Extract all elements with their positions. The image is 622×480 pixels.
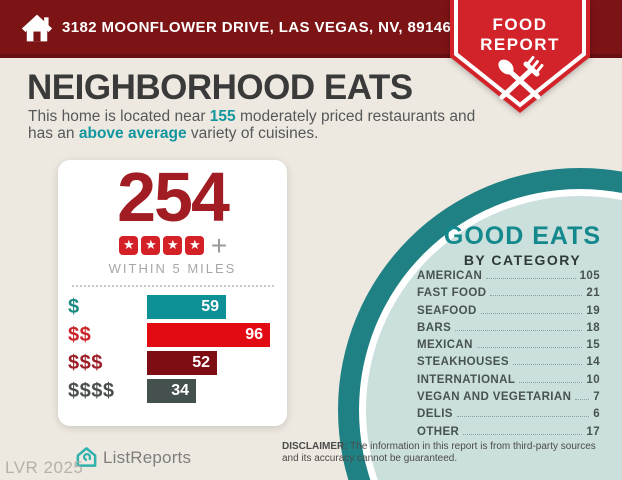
category-value: 7 <box>593 391 600 404</box>
home-icon <box>21 14 53 42</box>
price-bar: 34 <box>147 379 196 403</box>
listreports-logo: ListReports <box>74 445 191 470</box>
property-address: 3182 MOONFLOWER DRIVE, LAS VEGAS, NV, 89… <box>62 18 452 36</box>
ribbon-banner: FOOD REPORT <box>450 0 590 113</box>
category-name: STEAKHOUSES <box>417 356 509 369</box>
price-bar: 96 <box>147 323 270 347</box>
dotted-leader <box>476 347 583 349</box>
category-name: INTERNATIONAL <box>417 373 516 386</box>
category-list: AMERICAN 105 FAST FOOD 21 SEAFOOD 19 BARS 18 MEX… <box>417 270 600 443</box>
category-name: MEXICAN <box>417 339 473 352</box>
price-tier-label: $$ <box>68 323 92 346</box>
price-tier-label: $$$$ <box>68 379 115 402</box>
price-bar-row: $$$ 52 <box>68 351 277 375</box>
category-name: VEGAN AND VEGETARIAN <box>417 391 572 404</box>
plus-sign: + <box>210 229 228 261</box>
subtitle-line2: has an above average variety of cuisines… <box>28 124 319 142</box>
price-bar-row: $$$$ 34 <box>68 379 277 403</box>
stats-card: 254 ★ ★ ★ ★ + WITHIN 5 MILES $59 $$ 96 $$$ 52 $$$… <box>58 160 287 426</box>
dotted-divider <box>71 285 274 287</box>
ribbon-line2: REPORT <box>480 35 560 54</box>
disclaimer-label: DISCLAIMER: <box>282 441 348 452</box>
variety-accent: above average <box>78 124 187 142</box>
restaurant-count: 155 <box>209 108 236 125</box>
logo-text: ListReports <box>103 447 192 467</box>
category-value: 14 <box>586 356 600 369</box>
price-bars: $59 $$ 96 $$$ 52 $$$$ 34 <box>68 295 277 403</box>
fork-spoon-icon <box>498 56 544 100</box>
star-icon: ★ <box>185 235 205 255</box>
category-name: DELIS <box>417 408 453 421</box>
price-tier-label: $ <box>68 295 80 318</box>
watermark: LVR 2025 <box>5 458 84 477</box>
food-report-ribbon: FOOD REPORT <box>450 0 590 120</box>
category-value: 10 <box>586 373 600 386</box>
category-row: DELIS 6 <box>417 408 600 420</box>
category-row: STEAKHOUSES 14 <box>417 356 600 368</box>
dotted-leader <box>519 381 583 383</box>
total-restaurants: 254 <box>117 158 230 236</box>
good-eats-title: GOOD EATS <box>443 222 602 250</box>
category-name: AMERICAN <box>417 270 483 282</box>
price-bar-row: $59 <box>68 295 277 319</box>
category-name: SEAFOOD <box>417 304 477 317</box>
dotted-leader <box>463 433 583 435</box>
price-bar: 52 <box>147 351 217 375</box>
category-row: VEGAN AND VEGETARIAN 7 <box>417 391 600 403</box>
category-value: 21 <box>586 287 600 300</box>
category-name: BARS <box>417 321 452 334</box>
dotted-leader <box>480 312 583 314</box>
category-name: FAST FOOD <box>417 287 487 300</box>
category-value: 105 <box>579 270 600 282</box>
category-row: INTERNATIONAL 10 <box>417 374 600 386</box>
radius-label: WITHIN 5 MILES <box>108 261 237 276</box>
category-row: FAST FOOD 21 <box>417 287 600 299</box>
category-value: 18 <box>586 321 600 334</box>
category-row: SEAFOOD 19 <box>417 305 600 317</box>
dotted-leader <box>455 329 583 331</box>
disclaimer-text: The information in this report is from t… <box>282 441 596 464</box>
disclaimer: DISCLAIMER: The information in this repo… <box>282 441 609 464</box>
listreports-house-icon <box>76 447 97 467</box>
price-tier-label: $$$ <box>68 351 103 374</box>
category-value: 6 <box>593 408 600 421</box>
star-icon: ★ <box>119 235 139 255</box>
subtitle-line1: This home is located near 155 moderately… <box>28 108 476 125</box>
good-eats-subtitle: BY CATEGORY <box>463 252 582 268</box>
rating-stars: ★ ★ ★ ★ + <box>68 229 277 261</box>
category-row: BARS 18 <box>417 322 600 334</box>
category-value: 19 <box>586 304 600 317</box>
category-name: OTHER <box>417 425 460 438</box>
star-icon: ★ <box>163 235 183 255</box>
price-bar-row: $$ 96 <box>68 323 277 347</box>
dotted-leader <box>486 278 576 279</box>
category-value: 15 <box>586 339 600 352</box>
dotted-leader <box>575 399 590 401</box>
ribbon-line1: FOOD <box>492 15 547 34</box>
subtitle: This home is located near 155 moderately… <box>28 108 476 142</box>
price-bar: 59 <box>147 295 226 319</box>
page-title: NEIGHBORHOOD EATS <box>27 68 413 107</box>
star-icon: ★ <box>141 235 161 255</box>
dotted-leader <box>490 295 583 297</box>
category-row: OTHER 17 <box>417 426 600 438</box>
category-value: 17 <box>586 425 600 438</box>
good-eats-heading: GOOD EATS BY CATEGORY <box>430 222 615 268</box>
category-row: AMERICAN 105 <box>417 270 600 282</box>
dotted-leader <box>512 364 583 366</box>
dotted-leader <box>456 416 590 418</box>
category-row: MEXICAN 15 <box>417 339 600 351</box>
